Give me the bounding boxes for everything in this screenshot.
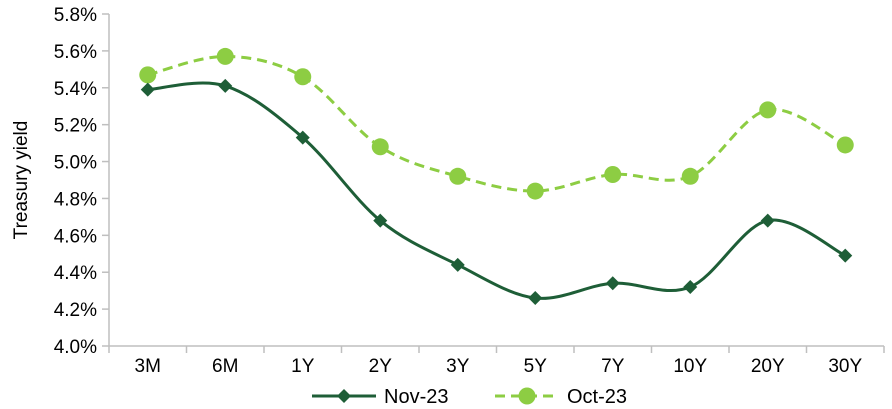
legend-swatch-marker (518, 387, 536, 405)
x-tick-label: 3Y (446, 356, 470, 377)
y-tick-label: 5.8% (54, 5, 97, 26)
data-point-oct-23 (371, 138, 389, 156)
data-point-nov-23 (218, 78, 233, 93)
y-tick-label: 5.0% (54, 153, 97, 174)
x-tick-label: 10Y (673, 356, 707, 377)
y-tick-label: 4.8% (54, 189, 97, 210)
y-tick-label: 5.6% (54, 42, 97, 63)
x-tick-label: 30Y (828, 356, 862, 377)
data-point-nov-23 (373, 213, 388, 228)
y-tick-label: 4.0% (54, 337, 97, 358)
data-point-oct-23 (681, 167, 699, 185)
y-axis-title: Treasury yield (11, 121, 32, 240)
x-tick-label: 1Y (291, 356, 315, 377)
data-point-oct-23 (294, 68, 312, 86)
data-point-nov-23 (838, 248, 853, 263)
y-axis-title-group: Treasury yield (11, 121, 32, 240)
data-point-oct-23 (604, 165, 622, 183)
x-tick-label: 2Y (369, 356, 393, 377)
x-tick-label: 5Y (524, 356, 548, 377)
series-line-nov-23 (147, 81, 846, 300)
x-tick-label: 6M (212, 356, 238, 377)
series-nov-23 (140, 78, 853, 306)
legend-label: Nov-23 (384, 386, 448, 408)
data-point-nov-23 (683, 279, 698, 294)
data-point-nov-23 (140, 82, 155, 97)
data-point-oct-23 (759, 101, 777, 119)
y-tick-label: 4.6% (54, 226, 97, 247)
data-point-nov-23 (760, 213, 775, 228)
y-tick-label: 5.2% (54, 116, 97, 137)
data-point-oct-23 (836, 136, 854, 154)
data-point-oct-23 (139, 66, 157, 84)
legend-item-oct-23: Oct-23 (495, 386, 627, 408)
data-point-oct-23 (526, 182, 544, 200)
x-tick-label: 7Y (601, 356, 625, 377)
y-axis-ticks: 4.0% 4.2% 4.4% 4.6% 4.8% 5.0% 5.2% 5.4% 5.6% 5.8% (54, 5, 109, 358)
data-point-oct-23 (449, 167, 467, 185)
data-point-oct-23 (216, 47, 234, 65)
series-line-oct-23 (147, 54, 846, 193)
legend-swatch-marker (337, 389, 351, 403)
legend-label: Oct-23 (567, 386, 627, 408)
data-point-nov-23 (295, 130, 310, 145)
data-point-nov-23 (605, 276, 620, 291)
legend: Nov-23 Oct-23 (312, 386, 627, 408)
y-tick-label: 4.2% (54, 300, 97, 321)
series-oct-23 (139, 47, 854, 200)
x-tick-label: 3M (135, 356, 161, 377)
data-point-nov-23 (450, 257, 465, 272)
y-tick-label: 4.4% (54, 263, 97, 284)
data-point-nov-23 (528, 291, 543, 306)
x-tick-label: 20Y (751, 356, 785, 377)
series-layer (139, 47, 854, 306)
y-tick-label: 5.4% (54, 79, 97, 100)
x-axis-ticks: 3M 6M 1Y 2Y 3Y 5Y 7Y 10Y 20Y 30Y (108, 346, 885, 377)
legend-item-nov-23: Nov-23 (312, 386, 448, 408)
